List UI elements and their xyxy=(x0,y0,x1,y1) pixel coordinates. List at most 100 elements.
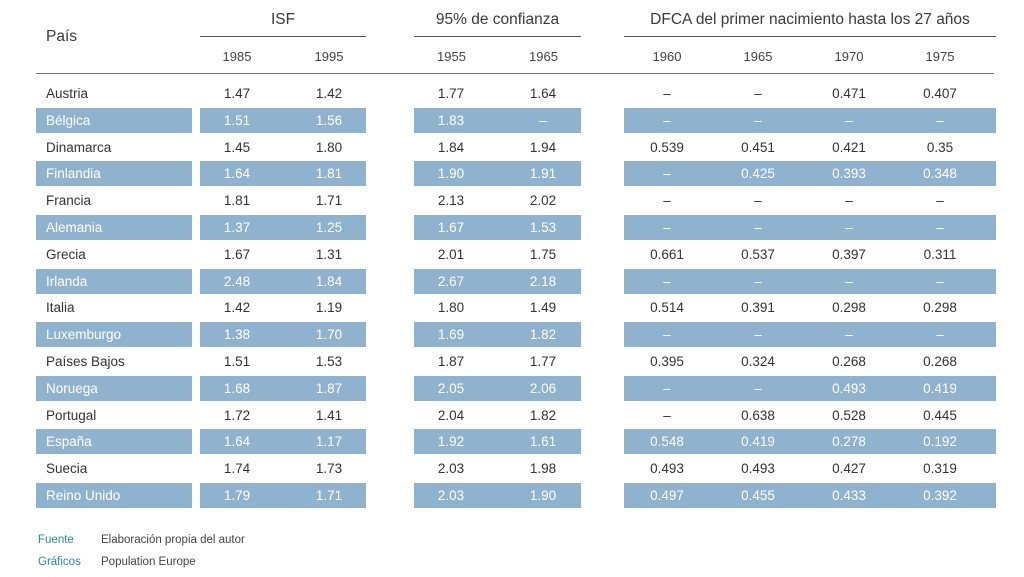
value-cell: 0.392 xyxy=(923,488,957,503)
value-cell: – xyxy=(754,113,762,128)
table-row: Alemania 1.37 1.25 1.67 1.53 – – – – xyxy=(0,215,1024,240)
row-band xyxy=(414,215,581,240)
value-cell: 1.87 xyxy=(437,354,465,369)
row-band xyxy=(414,322,581,347)
year-header-dfca-1970: 1970 xyxy=(834,49,864,64)
value-cell: 0.493 xyxy=(832,381,866,396)
table-row: Países Bajos 1.51 1.53 1.87 1.77 0.395 0.324 0.… xyxy=(0,349,1024,374)
value-cell: 0.493 xyxy=(650,461,684,476)
value-cell: – xyxy=(663,381,671,396)
value-cell: – xyxy=(845,327,853,342)
value-cell: – xyxy=(754,327,762,342)
value-cell: 0.661 xyxy=(650,247,684,262)
year-header-conf-1965: 1965 xyxy=(529,49,558,64)
value-cell: 2.13 xyxy=(437,193,465,208)
row-band xyxy=(200,376,366,401)
value-cell: 2.03 xyxy=(437,461,465,476)
value-cell: 1.84 xyxy=(315,274,343,289)
value-cell: 1.56 xyxy=(315,113,343,128)
table-row: Finlandia 1.64 1.81 1.90 1.91 – 0.425 0.393 0.34… xyxy=(0,161,1024,186)
row-band xyxy=(36,161,192,186)
value-cell: 2.48 xyxy=(223,274,251,289)
value-cell: 1.68 xyxy=(223,381,251,396)
year-header-isf-1985: 1985 xyxy=(222,49,252,64)
value-cell: 0.298 xyxy=(923,300,957,315)
value-cell: 1.69 xyxy=(437,327,465,342)
year-header-dfca-1965: 1965 xyxy=(743,49,773,64)
value-cell: 0.493 xyxy=(741,461,775,476)
row-band xyxy=(414,376,581,401)
country-cell: Grecia xyxy=(46,247,86,262)
row-band xyxy=(36,322,192,347)
value-cell: – xyxy=(663,327,671,342)
value-cell: 1.53 xyxy=(315,354,343,369)
value-cell: 0.268 xyxy=(923,354,957,369)
row-band xyxy=(36,429,192,454)
value-cell: 1.64 xyxy=(223,434,251,449)
value-cell: 0.539 xyxy=(650,140,684,155)
group-rule-isf xyxy=(200,36,366,37)
value-cell: 1.87 xyxy=(315,381,343,396)
row-band xyxy=(624,376,996,401)
value-cell: – xyxy=(845,193,853,208)
value-cell: 0.427 xyxy=(832,461,866,476)
value-cell: 1.82 xyxy=(529,327,557,342)
value-cell: 0.419 xyxy=(741,434,775,449)
table-row: Grecia 1.67 1.31 2.01 1.75 0.661 0.537 0.397 0.3… xyxy=(0,242,1024,267)
value-cell: 1.64 xyxy=(529,86,557,101)
country-cell: Austria xyxy=(46,86,89,101)
value-cell: 1.31 xyxy=(315,247,343,262)
value-cell: 0.638 xyxy=(741,408,775,423)
value-cell: 1.77 xyxy=(437,86,465,101)
country-cell: Irlanda xyxy=(46,274,88,289)
value-cell: 0.445 xyxy=(923,408,957,423)
value-cell: – xyxy=(754,86,762,101)
value-cell: 1.45 xyxy=(223,140,251,155)
value-cell: 1.82 xyxy=(529,408,557,423)
value-cell: 1.83 xyxy=(437,113,465,128)
row-band xyxy=(200,269,366,294)
table-row: Suecia 1.74 1.73 2.03 1.98 0.493 0.493 0.427 0.3… xyxy=(0,456,1024,481)
table-row: Austria 1.47 1.42 1.77 1.64 – – 0.471 0.407 xyxy=(0,81,1024,106)
value-cell: 1.77 xyxy=(529,354,557,369)
value-cell: 1.41 xyxy=(315,408,343,423)
value-cell: 0.548 xyxy=(650,434,684,449)
value-cell: 1.71 xyxy=(315,193,343,208)
value-cell: – xyxy=(936,220,944,235)
value-cell: 1.49 xyxy=(529,300,557,315)
footer-source-label: Fuente xyxy=(38,534,74,546)
value-cell: 0.397 xyxy=(832,247,866,262)
table-row: Italia 1.42 1.19 1.80 1.49 0.514 0.391 0.298 0.2… xyxy=(0,295,1024,320)
value-cell: – xyxy=(663,113,671,128)
row-band xyxy=(414,483,581,508)
value-cell: 0.451 xyxy=(741,140,775,155)
value-cell: 1.92 xyxy=(437,434,465,449)
value-cell: 2.02 xyxy=(529,193,557,208)
value-cell: 1.98 xyxy=(529,461,557,476)
value-cell: 0.324 xyxy=(741,354,775,369)
row-band xyxy=(414,269,581,294)
value-cell: 0.425 xyxy=(741,166,775,181)
value-cell: 1.70 xyxy=(315,327,343,342)
country-cell: Luxemburgo xyxy=(46,327,122,342)
value-cell: 0.319 xyxy=(923,461,957,476)
footer-source-value: Elaboración propia del autor xyxy=(101,534,245,546)
table-row: España 1.64 1.17 1.92 1.61 0.548 0.419 0.278 0.1… xyxy=(0,429,1024,454)
row-band xyxy=(414,108,581,133)
value-cell: 1.19 xyxy=(315,300,343,315)
value-cell: 0.471 xyxy=(832,86,866,101)
value-cell: – xyxy=(754,274,762,289)
value-cell: 1.73 xyxy=(315,461,343,476)
value-cell: 0.391 xyxy=(741,300,775,315)
value-cell: 1.84 xyxy=(437,140,465,155)
value-cell: 1.75 xyxy=(529,247,557,262)
country-cell: Reino Unido xyxy=(46,488,121,503)
value-cell: 2.01 xyxy=(437,247,465,262)
value-cell: 0.278 xyxy=(832,434,866,449)
footer-graphics-label: Gráficos xyxy=(38,556,81,568)
value-cell: – xyxy=(539,113,547,128)
value-cell: – xyxy=(845,113,853,128)
value-cell: 1.80 xyxy=(437,300,465,315)
value-cell: – xyxy=(663,220,671,235)
value-cell: 1.90 xyxy=(529,488,557,503)
